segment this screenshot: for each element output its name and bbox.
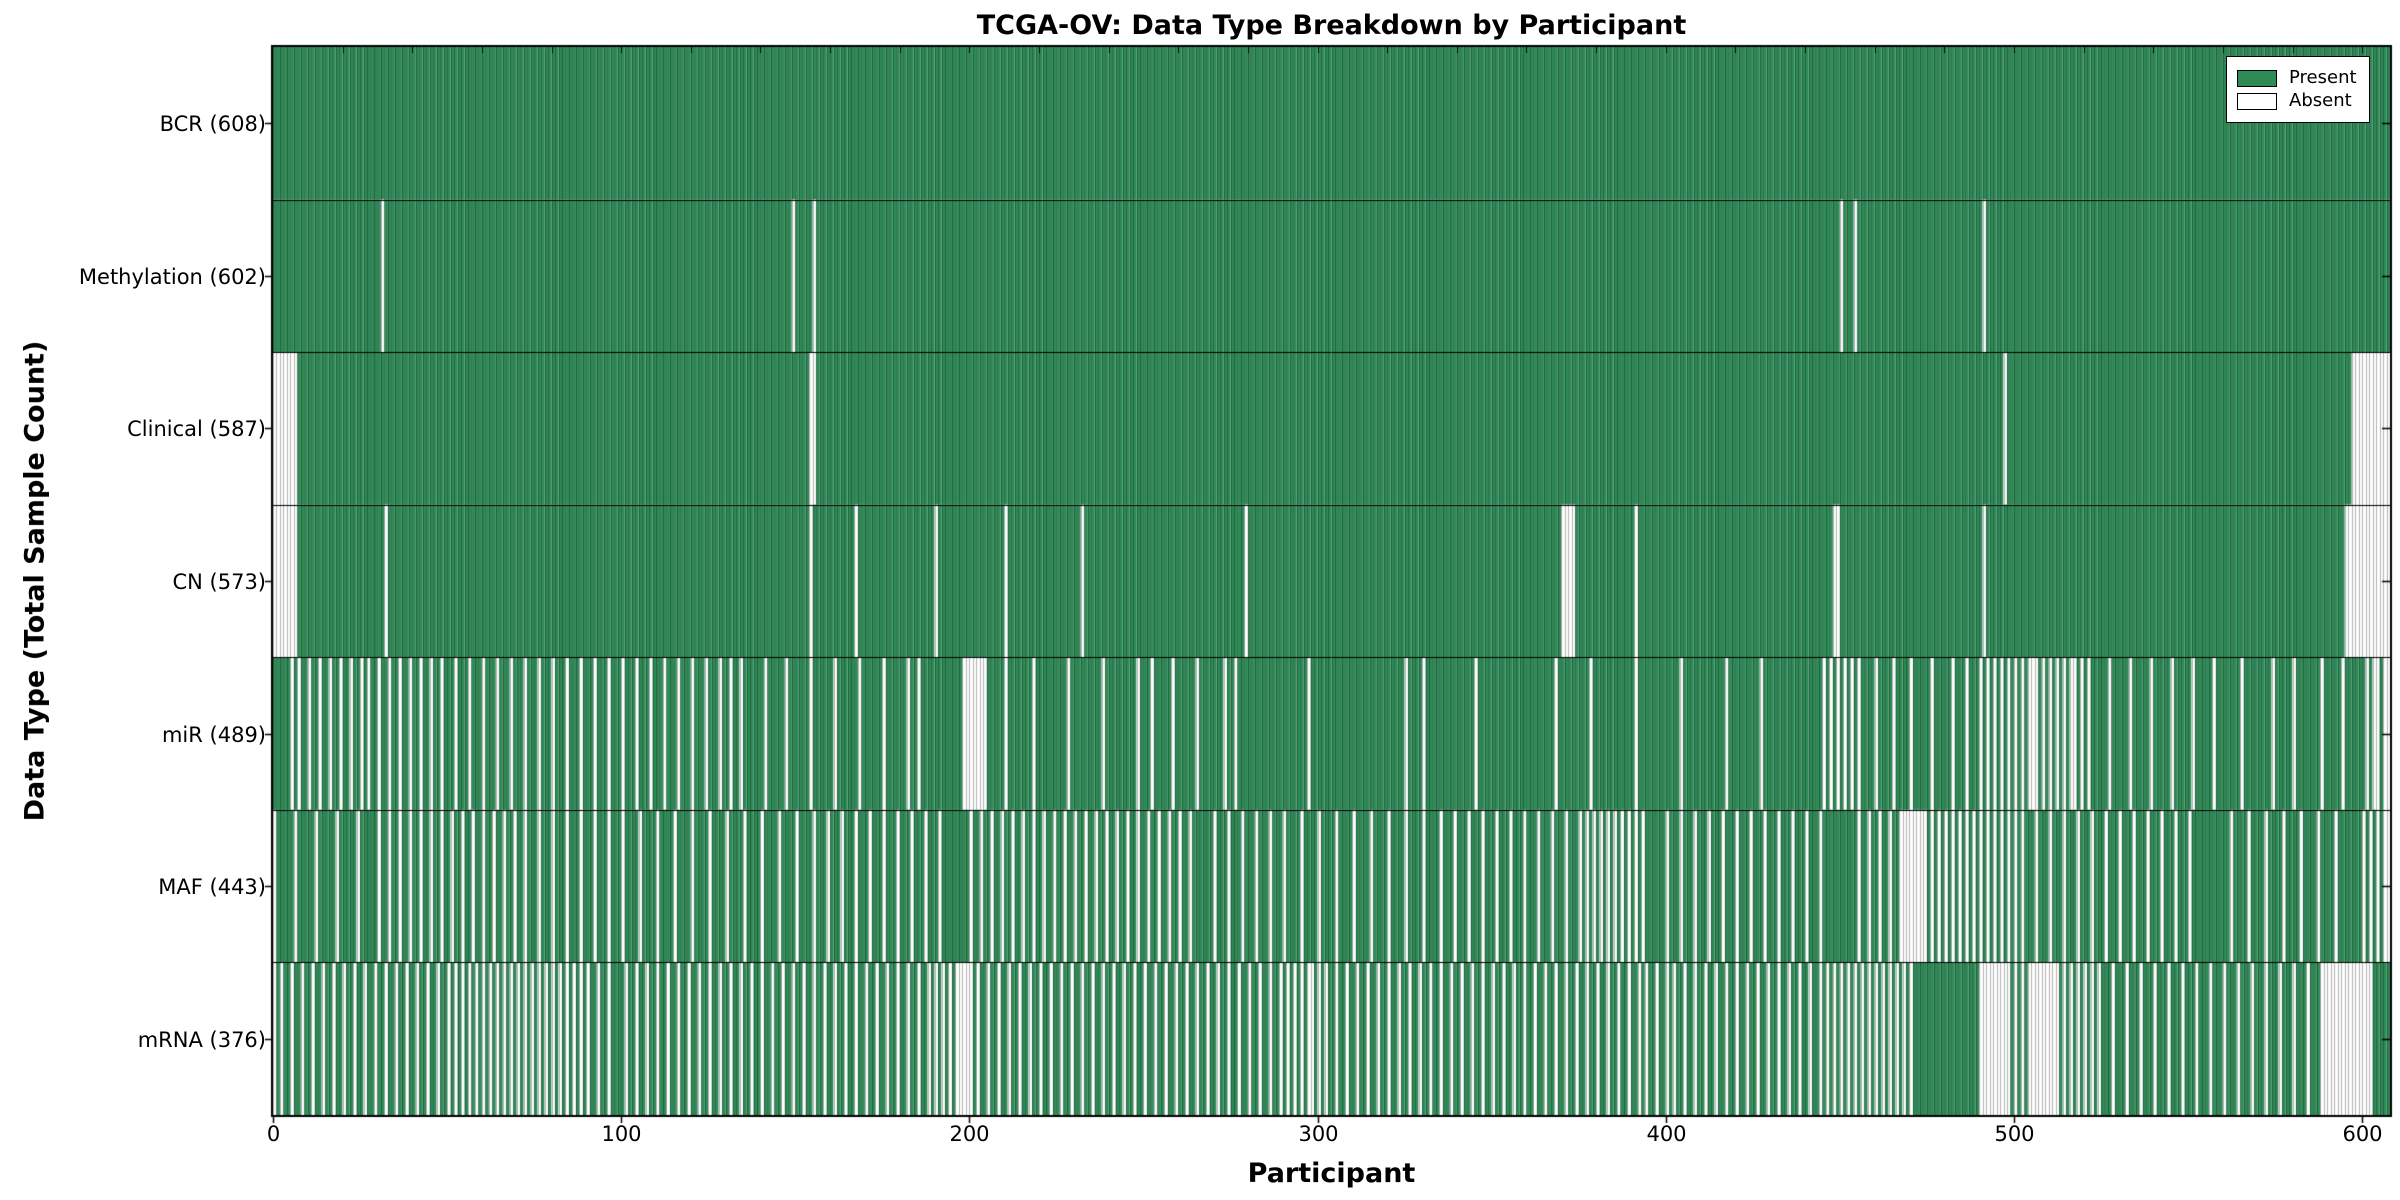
chart-title: TCGA-OV: Data Type Breakdown by Particip…: [976, 10, 1687, 41]
y-tick-cn: CN (573): [172, 569, 266, 594]
legend-label-present: Present: [2289, 67, 2357, 88]
y-tick-maf: MAF (443): [158, 874, 266, 899]
y-tick-methylation: Methylation (602): [78, 264, 266, 289]
x-tick-500: 500: [1994, 1122, 2035, 1146]
x-tick-400: 400: [1646, 1122, 1687, 1146]
x-tick-600: 600: [2342, 1122, 2383, 1146]
legend-swatch-present-icon: [2237, 69, 2277, 87]
legend-swatch-absent-icon: [2237, 92, 2277, 110]
legend: Present Absent: [2226, 56, 2370, 123]
x-tick-200: 200: [949, 1122, 990, 1146]
x-tick-0: 0: [266, 1122, 281, 1146]
legend-entry-absent: Absent: [2237, 91, 2357, 111]
y-tick-mrna: mRNA (376): [137, 1027, 266, 1052]
x-tick-100: 100: [601, 1122, 642, 1146]
legend-entry-present: Present: [2237, 68, 2357, 88]
legend-label-absent: Absent: [2289, 90, 2352, 111]
x-axis-label: Participant: [1247, 1158, 1416, 1189]
y-tick-mir: miR (489): [161, 722, 266, 747]
y-tick-bcr: BCR (608): [159, 111, 266, 136]
x-tick-300: 300: [1298, 1122, 1339, 1146]
y-tick-clinical: Clinical (587): [127, 416, 266, 441]
